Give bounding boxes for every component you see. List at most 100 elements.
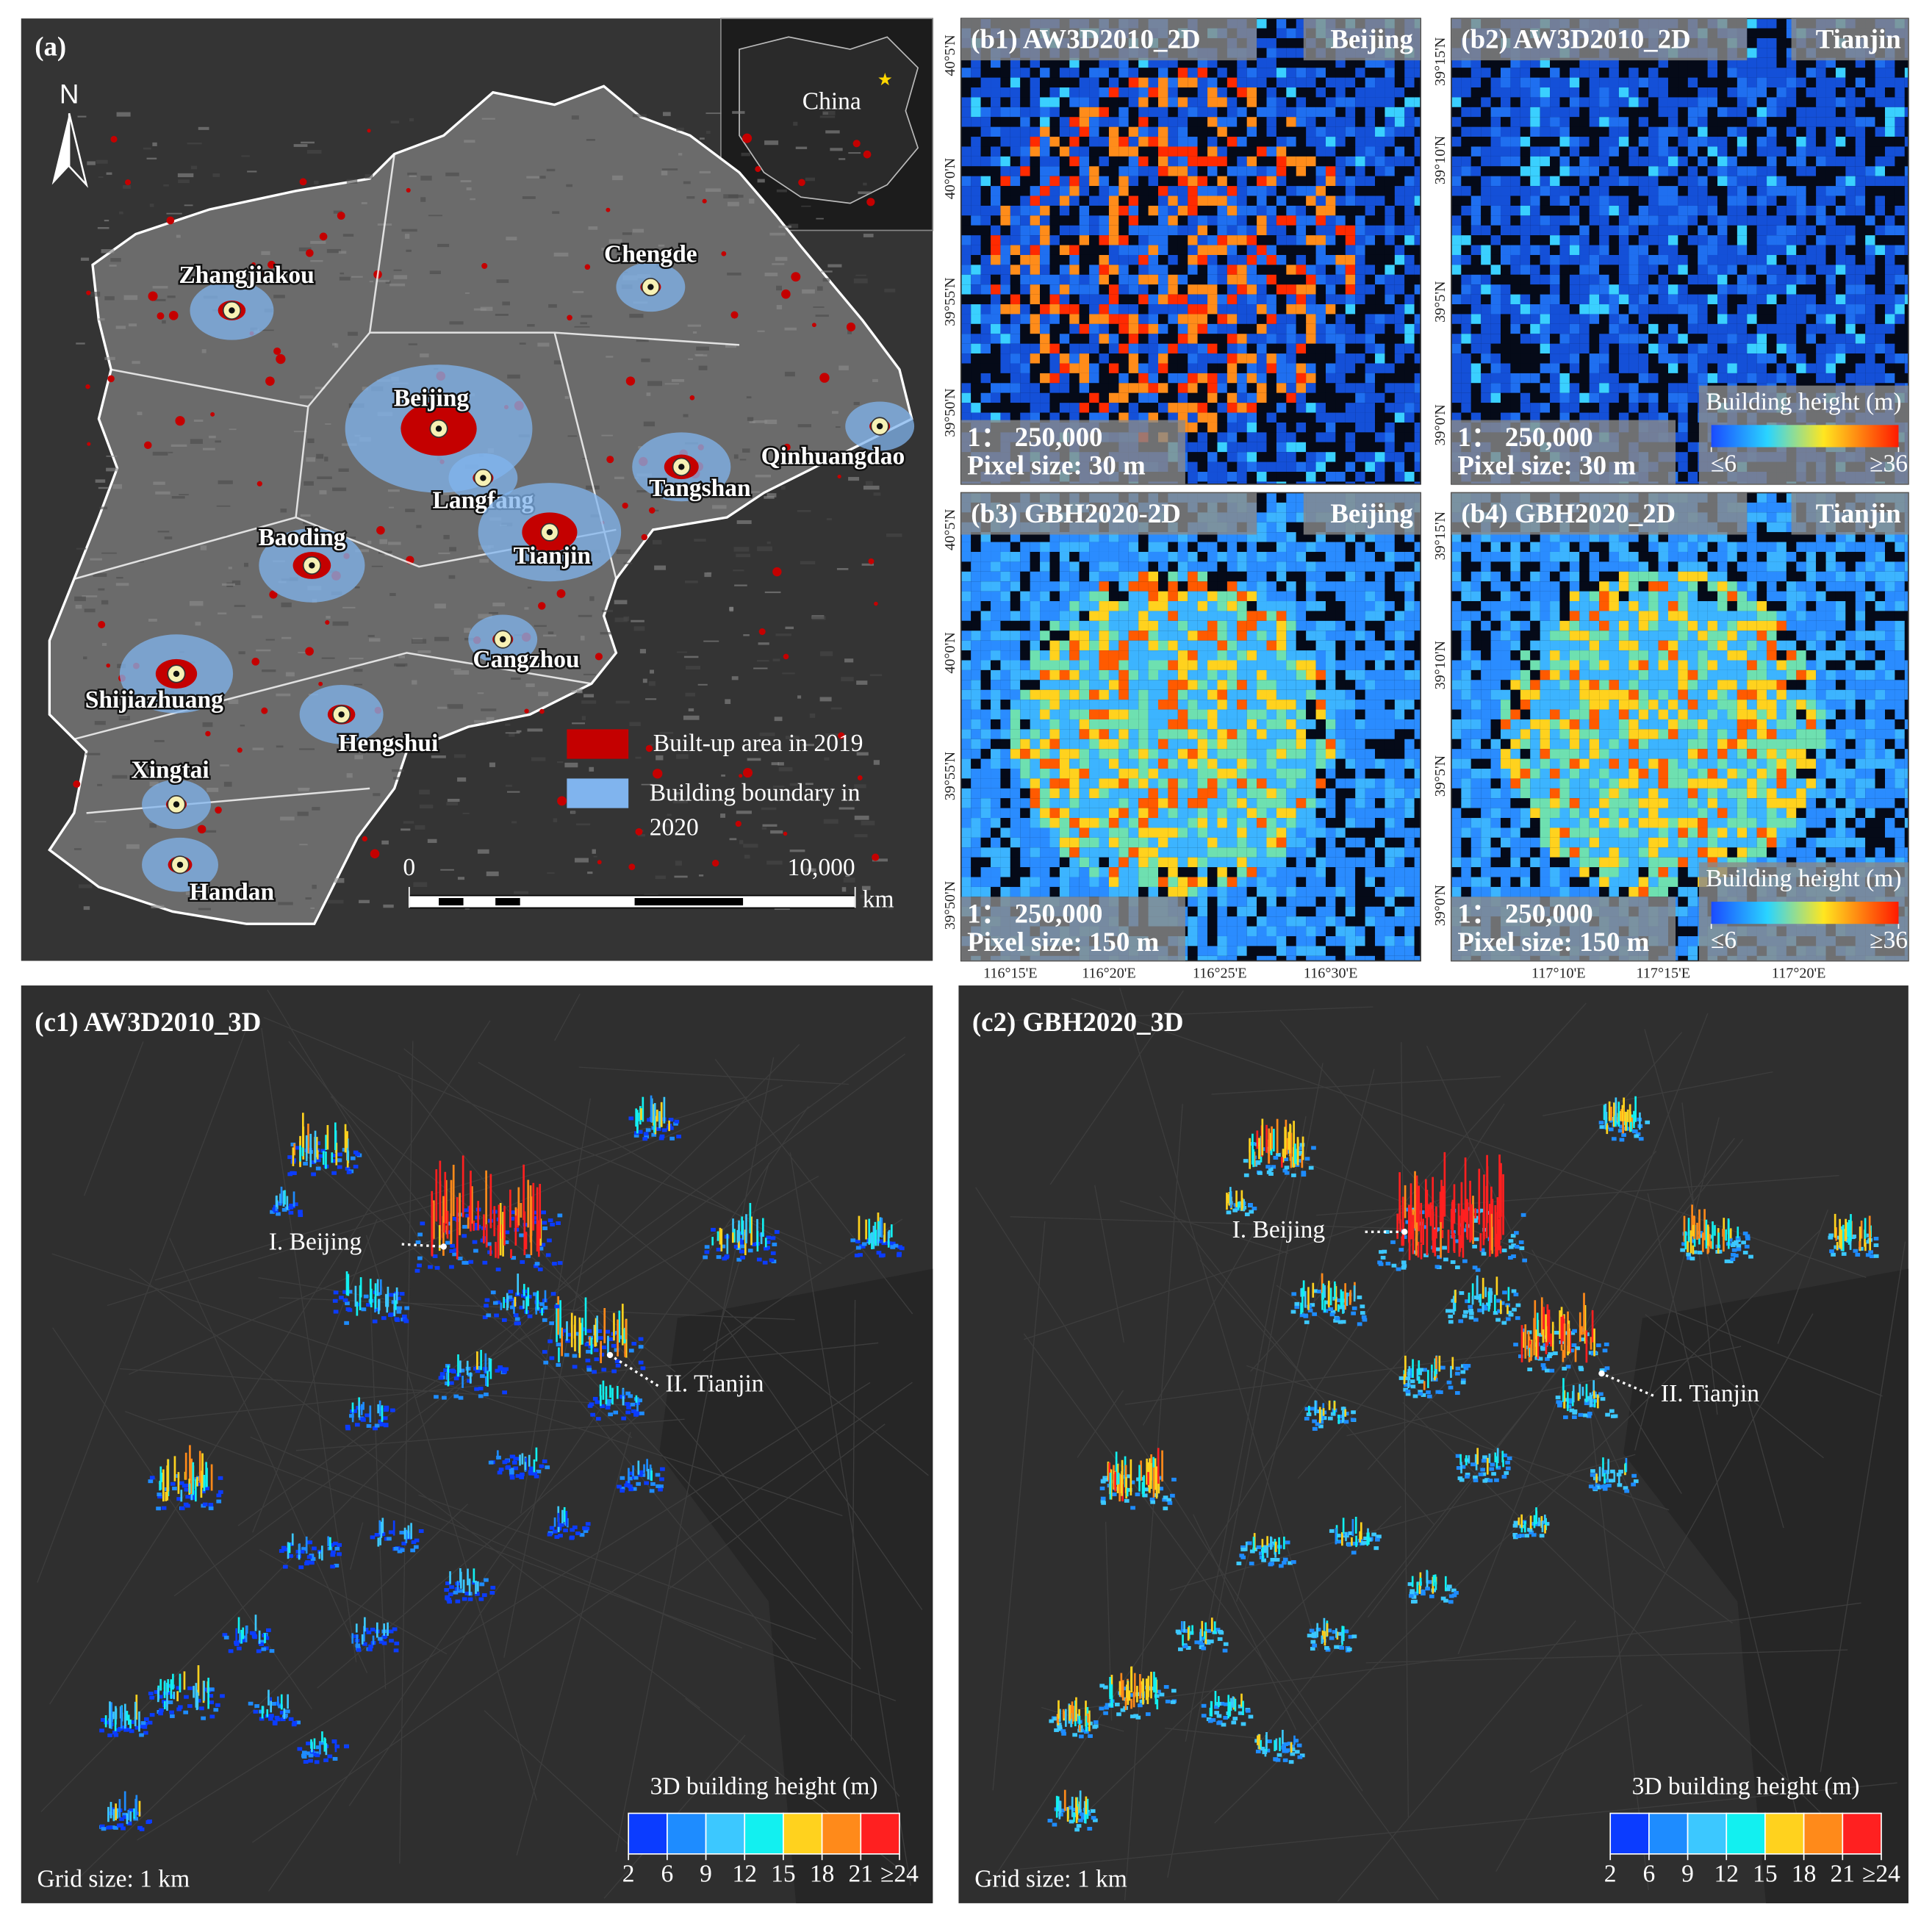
height-pixel [1010,284,1021,295]
height-pixel [1559,235,1570,245]
height-pixel [1835,156,1846,167]
height-pixel [1678,205,1688,216]
height-pixel [1306,314,1316,324]
height-pixel [1638,68,1649,78]
height-pixel [1099,68,1109,78]
height-pixel [1414,294,1421,305]
height-pixel [1628,235,1639,245]
terrain-speck [588,226,598,230]
height-pixel [1835,97,1846,107]
north-label: N [60,79,79,109]
height-pixel [1550,383,1560,393]
height-pixel [1030,304,1041,315]
height-pixel [1079,274,1090,285]
height-pixel [1404,235,1415,245]
city-marker-center [173,801,180,808]
height-pixel [1217,274,1227,285]
height-pixel [1207,137,1218,147]
height-pixel [1806,195,1817,206]
terrain-speck [736,811,752,814]
terrain-speck [189,600,204,606]
height-pixel [1855,294,1866,305]
height-pixel [1658,117,1668,127]
height-pixel [1855,156,1866,167]
terrain-speck [516,730,522,733]
terrain-speck [764,420,778,425]
height-pixel [1756,117,1767,127]
height-pixel [1138,254,1149,265]
height-pixel [1678,215,1688,226]
height-pixel [1345,77,1356,88]
height-pixel [1628,294,1639,305]
height-pixel [1099,265,1109,275]
height-pixel [1490,77,1501,88]
height-pixel [1776,265,1786,275]
height-pixel [1658,363,1668,373]
height-pixel [1335,166,1346,176]
height-pixel [1079,235,1090,245]
height-pixel [1481,254,1491,265]
built-up-patch [299,178,307,186]
height-pixel [1865,265,1875,275]
height-pixel [1030,383,1041,393]
height-pixel [1451,205,1462,216]
height-pixel [1257,284,1267,295]
height-pixel [1217,323,1227,334]
height-pixel [1599,383,1609,393]
height-pixel [1138,235,1149,245]
height-pixel [1667,205,1678,216]
terrain-speck [761,807,777,811]
height-pixel [1579,235,1590,245]
height-pixel [1365,274,1376,285]
terrain-speck [645,698,657,700]
height-pixel [1490,195,1501,206]
height-pixel [1296,314,1307,324]
height-pixel [971,117,981,127]
height-pixel [1000,412,1010,423]
terrain-speck [262,669,276,672]
height-pixel [1197,472,1208,482]
height-pixel [1010,215,1021,226]
terrain-speck [601,248,606,251]
height-pixel [1168,215,1178,226]
height-pixel [1049,97,1060,107]
terrain-speck [567,435,578,437]
height-pixel [1904,245,1908,255]
height-pixel [1569,156,1580,167]
height-pixel [1865,323,1875,334]
height-pixel [1197,461,1208,473]
height-pixel [1786,254,1797,265]
terrain-speck [148,618,157,622]
height-pixel [1325,107,1336,118]
height-pixel [1875,107,1886,118]
height-pixel [1658,304,1668,315]
height-pixel [1747,314,1757,324]
height-pixel [1345,334,1356,344]
height-pixel [1510,235,1520,245]
height-pixel [1481,274,1491,285]
height-pixel [1737,245,1748,255]
height-pixel [1217,126,1227,137]
height-pixel [1698,294,1708,305]
height-pixel [980,294,991,305]
height-pixel [1678,117,1688,127]
height-pixel [1148,107,1159,118]
height-pixel [1266,254,1276,265]
height-pixel [1385,403,1395,413]
height-pixel [1737,146,1748,157]
height-pixel [1510,107,1520,118]
height-pixel [1138,176,1149,187]
height-pixel [1599,314,1609,324]
height-pixel [1747,294,1757,305]
height-pixel [1776,353,1786,364]
height-pixel [1490,205,1501,216]
height-pixel [1365,412,1376,423]
height-pixel [1599,294,1609,305]
height-pixel [1786,146,1797,157]
height-pixel [1727,137,1737,147]
height-pixel [1875,176,1886,187]
height-pixel [1796,186,1806,196]
height-pixel [1069,412,1080,423]
height-pixel [1404,166,1415,176]
height-pixel [1747,137,1757,147]
